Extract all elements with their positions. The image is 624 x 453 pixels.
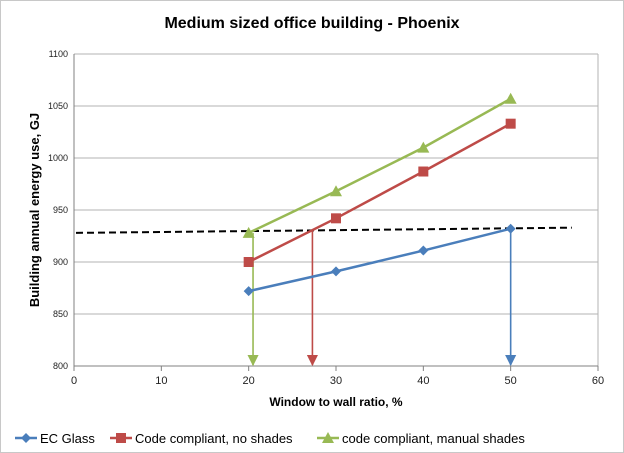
x-tick-label: 40 — [417, 375, 429, 387]
y-tick-label: 1100 — [49, 49, 68, 59]
data-point — [505, 118, 516, 129]
y-tick-label: 800 — [53, 361, 68, 371]
data-point — [418, 166, 429, 177]
x-tick-label: 50 — [505, 375, 517, 387]
data-point — [243, 257, 254, 267]
legend-marker — [322, 432, 334, 443]
data-point — [504, 92, 517, 104]
data-point — [330, 185, 342, 197]
y-tick-label: 900 — [53, 257, 68, 267]
x-tick-label: 0 — [71, 375, 77, 387]
data-point — [417, 141, 430, 153]
x-tick-label: 60 — [592, 375, 604, 387]
x-tick-label: 20 — [243, 375, 255, 387]
data-point — [243, 286, 254, 297]
data-point — [331, 213, 341, 224]
reference-dashed-line — [75, 226, 572, 234]
legend-label: Code compliant, no shades — [135, 431, 293, 446]
data-point — [505, 223, 516, 234]
y-tick-label: 1050 — [48, 101, 68, 111]
y-tick-label: 850 — [53, 309, 68, 319]
x-tick-label: 30 — [330, 375, 342, 387]
legend-label: EC Glass — [40, 431, 95, 446]
y-tick-label: 1000 — [48, 153, 68, 163]
chart-title: Medium sized office building - Phoenix — [164, 15, 459, 32]
y-tick-label: 950 — [53, 205, 68, 215]
y-axis-title: Building annual energy use, GJ — [27, 113, 42, 307]
series-line — [248, 227, 511, 293]
legend-marker — [21, 433, 31, 443]
series-line — [248, 97, 512, 235]
series-line — [248, 122, 512, 264]
legend-label: code compliant, manual shades — [342, 431, 525, 446]
x-axis-title: Window to wall ratio, % — [269, 395, 403, 409]
data-point — [331, 266, 341, 277]
x-tick-label: 10 — [155, 375, 167, 387]
legend-marker — [116, 433, 126, 443]
data-point — [242, 226, 255, 238]
data-point — [418, 245, 429, 256]
